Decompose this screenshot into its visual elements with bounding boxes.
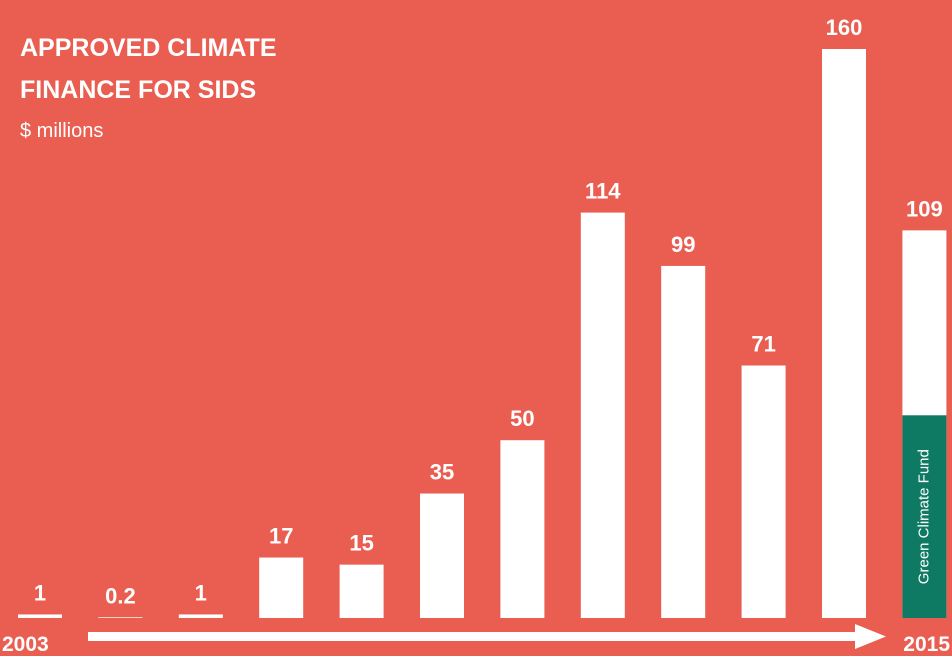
- bar: [259, 557, 304, 618]
- segment-label: Green Climate Fund: [915, 449, 932, 584]
- chart-title: FINANCE FOR SIDS: [20, 76, 256, 104]
- x-tick-label: 2015: [903, 633, 950, 656]
- value-label: 160: [826, 15, 863, 40]
- bar: [339, 564, 384, 618]
- bar: [822, 49, 866, 618]
- bar: [500, 440, 545, 618]
- value-label: 50: [510, 406, 534, 431]
- bar: [580, 212, 625, 618]
- bar: [661, 265, 706, 618]
- bar: [741, 365, 786, 618]
- chart-subtitle: $ millions: [20, 120, 103, 142]
- arrow-shaft: [88, 632, 858, 641]
- arrow-head: [855, 624, 886, 649]
- value-label: 1: [34, 580, 46, 605]
- bar: [18, 614, 62, 618]
- value-label: 1: [195, 580, 207, 605]
- x-tick-label: 2003: [2, 633, 49, 656]
- bar: [178, 614, 223, 618]
- value-label: 35: [430, 460, 454, 485]
- value-label: 0.2: [105, 583, 136, 608]
- value-label: 17: [269, 524, 293, 549]
- value-label: 114: [585, 179, 621, 204]
- value-label: 109: [906, 196, 943, 221]
- segment-bar: [902, 415, 947, 618]
- bar: [420, 493, 464, 618]
- value-label: 99: [671, 232, 695, 257]
- value-label: 71: [751, 332, 775, 357]
- bar: [98, 617, 143, 618]
- chart-title: APPROVED CLIMATE: [20, 34, 277, 62]
- timeline-arrow: [88, 624, 886, 649]
- value-label: 15: [349, 531, 373, 556]
